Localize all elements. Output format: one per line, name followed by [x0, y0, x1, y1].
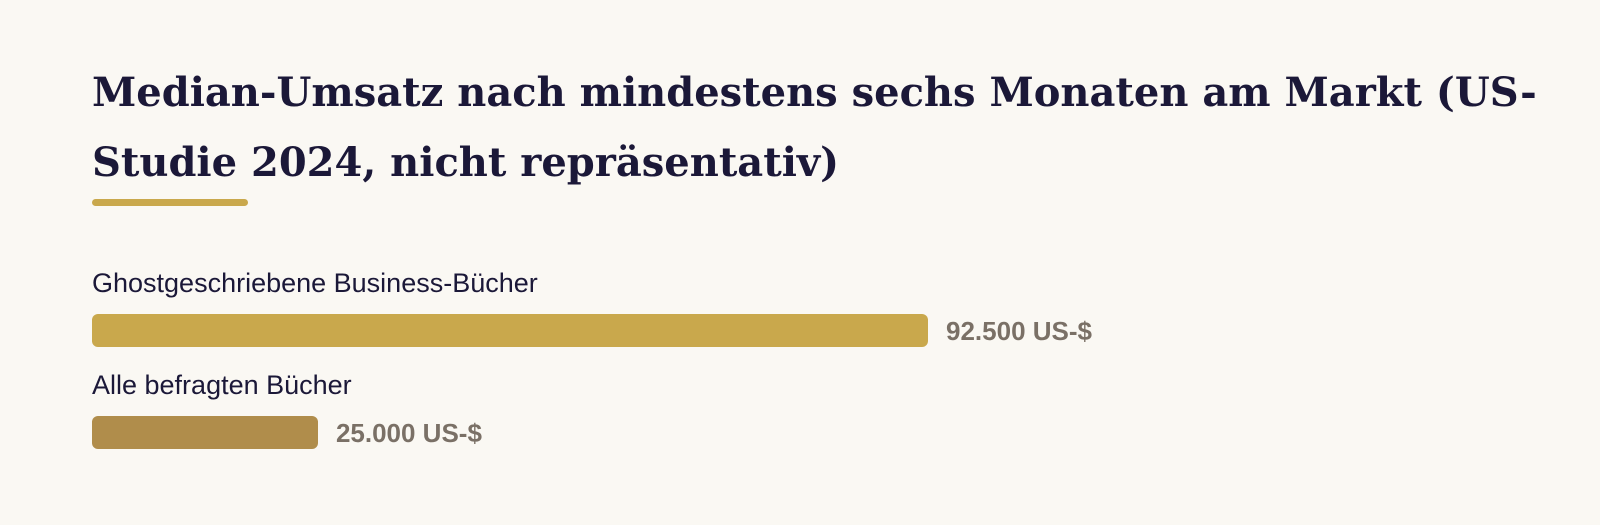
bar — [92, 416, 318, 449]
category-label: Ghostgeschriebene Business-Bücher — [92, 268, 538, 298]
category-label: Alle befragten Bücher — [92, 370, 352, 400]
value-label: 92.500 US-$ — [946, 316, 1092, 346]
value-label: 25.000 US-$ — [335, 418, 482, 448]
chart-title: Median-Umsatz nach mindestens sechs Mona… — [92, 69, 1537, 186]
title-rule — [92, 199, 248, 206]
bar — [92, 314, 928, 347]
